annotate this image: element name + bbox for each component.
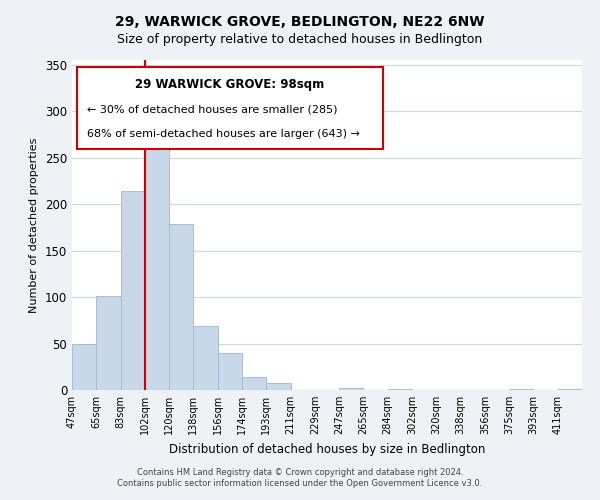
- Bar: [509, 389, 533, 390]
- Bar: [242, 377, 266, 390]
- Bar: [388, 389, 412, 390]
- X-axis label: Distribution of detached houses by size in Bedlington: Distribution of detached houses by size …: [169, 442, 485, 456]
- Bar: [169, 224, 193, 390]
- Text: 29, WARWICK GROVE, BEDLINGTON, NE22 6NW: 29, WARWICK GROVE, BEDLINGTON, NE22 6NW: [115, 15, 485, 29]
- Bar: [96, 296, 121, 390]
- Bar: [193, 326, 218, 390]
- Bar: [72, 344, 96, 390]
- Bar: [266, 384, 290, 390]
- FancyBboxPatch shape: [77, 66, 383, 149]
- Bar: [558, 389, 582, 390]
- Bar: [145, 137, 169, 390]
- Bar: [121, 191, 145, 390]
- Y-axis label: Number of detached properties: Number of detached properties: [29, 138, 40, 312]
- Bar: [339, 388, 364, 390]
- Text: Size of property relative to detached houses in Bedlington: Size of property relative to detached ho…: [118, 32, 482, 46]
- Text: ← 30% of detached houses are smaller (285): ← 30% of detached houses are smaller (28…: [88, 104, 338, 115]
- Text: 68% of semi-detached houses are larger (643) →: 68% of semi-detached houses are larger (…: [88, 129, 360, 139]
- Text: Contains HM Land Registry data © Crown copyright and database right 2024.
Contai: Contains HM Land Registry data © Crown c…: [118, 468, 482, 487]
- Bar: [218, 353, 242, 390]
- Text: 29 WARWICK GROVE: 98sqm: 29 WARWICK GROVE: 98sqm: [136, 78, 325, 91]
